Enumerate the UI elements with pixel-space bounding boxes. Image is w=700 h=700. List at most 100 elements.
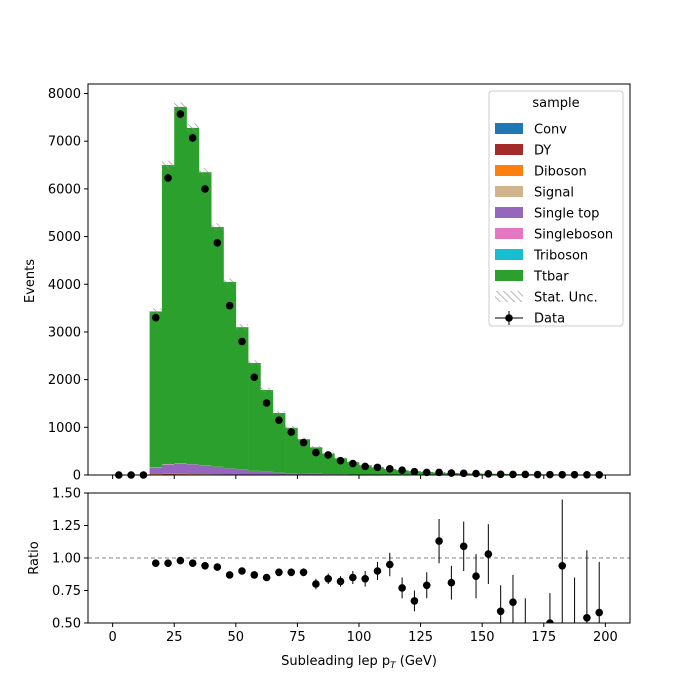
data-point xyxy=(447,469,456,477)
unc-box xyxy=(149,308,162,315)
x-tick-label: 100 xyxy=(347,630,372,645)
legend-swatch-conv xyxy=(495,123,523,134)
ratio-point xyxy=(509,598,517,606)
bar xyxy=(223,281,237,469)
unc-box xyxy=(198,168,212,177)
legend: sample Conv DY Diboson Signal Single top Singl… xyxy=(488,90,624,327)
data-points xyxy=(114,109,604,479)
ratio-point xyxy=(373,567,382,575)
unc-box xyxy=(285,426,298,430)
bar xyxy=(198,172,212,466)
legend-swatch-stat-unc xyxy=(495,291,523,302)
bar xyxy=(198,465,212,475)
ratio-point xyxy=(546,619,554,623)
legend-label-dy: DY xyxy=(534,144,551,159)
bar xyxy=(322,453,335,475)
unc-box xyxy=(260,387,273,393)
y-tick-label: 7000 xyxy=(48,135,81,150)
ratio-point xyxy=(324,575,333,583)
legend-label-ttbar: Ttbar xyxy=(533,270,569,285)
x-axis-label-main: Subleading lep p xyxy=(281,654,390,669)
bar xyxy=(272,472,286,475)
ratio-axes-frame xyxy=(87,492,631,624)
x-tick-label: 175 xyxy=(531,630,556,645)
data-point xyxy=(509,470,517,479)
ratio-point xyxy=(398,584,406,592)
data-point xyxy=(336,456,345,465)
data-point xyxy=(422,468,431,477)
bar xyxy=(297,439,311,474)
data-point xyxy=(410,467,419,476)
bar xyxy=(211,466,224,475)
legend-label-diboson: Diboson xyxy=(534,165,587,180)
ratio-point xyxy=(361,575,369,583)
unc-box xyxy=(211,223,224,231)
x-tick-label: 75 xyxy=(289,630,306,645)
ratio-point xyxy=(583,614,591,622)
legend-label-data: Data xyxy=(534,312,565,327)
ratio-point xyxy=(201,562,209,570)
ratio-point xyxy=(151,559,160,567)
bar xyxy=(235,327,249,470)
bar xyxy=(186,127,200,465)
main-panel: 0 1000 2000 3000 4000 5000 6000 7000 8000 xyxy=(48,83,631,484)
data-point xyxy=(398,466,406,475)
data-point xyxy=(349,459,357,468)
bar xyxy=(149,467,163,475)
legend-data-marker xyxy=(505,314,513,322)
x-tick-label: 50 xyxy=(228,630,245,645)
unc-box xyxy=(186,123,199,133)
ratio-point xyxy=(238,567,246,575)
bar xyxy=(248,362,261,471)
ratio-point xyxy=(472,572,480,580)
legend-swatch-dy xyxy=(495,144,523,155)
unc-box xyxy=(272,411,286,415)
data-point xyxy=(496,470,505,479)
legend-swatch-singleboson xyxy=(495,228,523,239)
data-point xyxy=(459,469,468,478)
ratio-point xyxy=(410,597,419,605)
x-tick-label: 0 xyxy=(108,630,116,645)
data-point xyxy=(472,469,480,478)
series-singleboson xyxy=(149,463,323,474)
y-tick-label: 5000 xyxy=(48,230,81,245)
x-axis-label-unit: (GeV) xyxy=(396,654,437,669)
bar xyxy=(211,227,224,467)
ratio-y-tick-label: 1.25 xyxy=(52,519,81,534)
bar xyxy=(248,470,261,475)
data-point xyxy=(324,451,333,459)
bar xyxy=(285,473,298,475)
data-point xyxy=(151,313,160,322)
ratio-point xyxy=(250,571,259,579)
ratio-point xyxy=(176,556,185,565)
stacked-histogram xyxy=(149,106,606,475)
y-axis-label-events: Events xyxy=(23,259,38,303)
data-point xyxy=(435,468,443,477)
bar xyxy=(174,463,187,474)
ratio-point xyxy=(349,573,357,582)
bar xyxy=(260,471,274,475)
data-point xyxy=(176,110,185,118)
bar xyxy=(297,473,311,475)
unc-box xyxy=(174,102,187,112)
ratio-point xyxy=(312,580,320,588)
ratio-point xyxy=(213,563,222,571)
ratio-panel: 0.50 0.75 1.00 1.25 1.50 0 25 50 75 100 125 150 175 2… xyxy=(52,487,631,645)
legend-label-stat-unc: Stat. Unc. xyxy=(534,291,598,306)
x-tick-label: 150 xyxy=(470,630,495,645)
data-point xyxy=(484,470,493,478)
ratio-point xyxy=(558,562,567,570)
data-point xyxy=(361,462,369,471)
ratio-point xyxy=(262,573,271,582)
ratio-point xyxy=(447,578,456,587)
x-tick-label: 25 xyxy=(166,630,183,645)
x-axis-label-subscript: T xyxy=(390,661,397,671)
ratio-point xyxy=(484,550,493,558)
bar xyxy=(272,413,286,473)
ratio-point xyxy=(459,542,468,551)
ratio-point xyxy=(435,537,443,545)
legend-swatch-signal xyxy=(495,186,523,197)
ratio-point xyxy=(299,568,308,577)
ratio-point xyxy=(595,608,604,617)
